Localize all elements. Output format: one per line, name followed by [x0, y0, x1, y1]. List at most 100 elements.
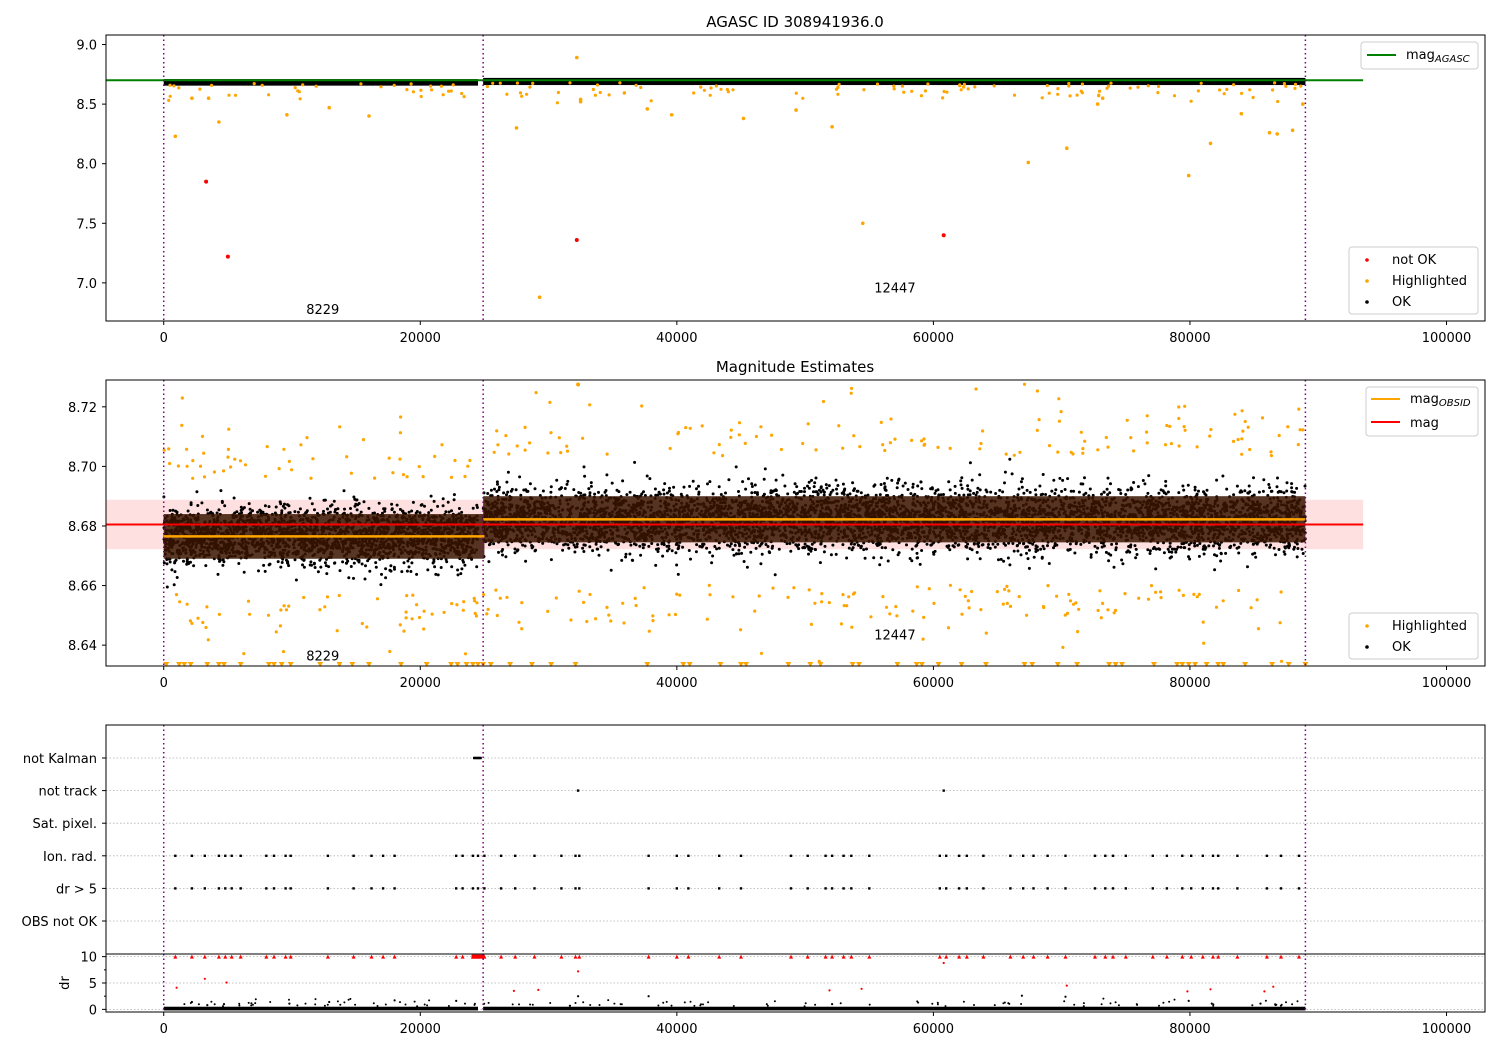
ok-point: [504, 555, 508, 559]
highlighted-point: [714, 84, 718, 88]
highlighted-point: [910, 89, 914, 93]
highlighted-point: [900, 84, 905, 88]
ok-point: [1261, 489, 1265, 493]
ok-point: [262, 563, 266, 567]
legend-agasc-box: [1360, 41, 1479, 70]
ok-point: [322, 509, 325, 513]
ok-point: [1077, 490, 1081, 494]
ok-point: [647, 544, 651, 548]
ok-point: [305, 510, 309, 514]
legend-highlighted-marker: [1365, 279, 1369, 283]
ok-point: [719, 493, 723, 496]
ok-point: [834, 478, 838, 482]
ok-point: [242, 570, 246, 574]
ok-point: [677, 544, 681, 548]
ok-point: [879, 556, 883, 560]
highlighted-point: [177, 86, 181, 90]
x-tick-label: 20000: [400, 331, 441, 346]
ok-point: [192, 564, 196, 568]
ok-point: [405, 569, 409, 573]
highlighted-point: [575, 55, 579, 60]
ok-point: [319, 565, 323, 569]
ok-point: [377, 501, 381, 505]
ok-point: [910, 547, 914, 551]
ok-point: [729, 542, 733, 546]
ok-point: [744, 487, 748, 491]
ok-point: [330, 503, 334, 507]
ok-point: [1110, 542, 1114, 546]
ok-point: [222, 560, 226, 564]
ok-point: [389, 564, 393, 568]
ok-point: [505, 493, 508, 497]
not-ok-point: [225, 254, 230, 259]
ok-point: [175, 576, 179, 579]
ok-point: [342, 489, 346, 493]
highlighted-point: [198, 87, 202, 91]
highlighted-point: [801, 96, 805, 100]
panel-mag-title: Magnitude Estimates: [716, 358, 874, 376]
highlighted-point: [1156, 91, 1160, 95]
ok-point: [960, 476, 964, 480]
ok-point: [526, 489, 530, 493]
ok-point: [896, 553, 900, 557]
ok-point: [452, 493, 456, 497]
ok-point: [287, 504, 291, 508]
ok-point: [471, 506, 475, 510]
ok-point: [667, 544, 671, 548]
ok-point: [847, 546, 851, 550]
highlighted-point: [430, 88, 434, 92]
x-tick-label: 80000: [1169, 331, 1210, 346]
not-ok-point: [941, 233, 946, 238]
ok-point: [196, 504, 200, 507]
ok-point: [1006, 556, 1010, 560]
ok-point: [280, 509, 284, 513]
ok-point: [1217, 546, 1221, 550]
obsid-label: 12447: [874, 282, 915, 297]
ok-point: [968, 461, 972, 465]
ok-point: [878, 563, 882, 567]
ok-point: [352, 561, 356, 565]
ok-point: [819, 542, 823, 546]
ok-point: [434, 572, 438, 576]
highlighted-point: [327, 105, 332, 110]
highlighted-point: [1136, 85, 1140, 89]
ok-point: [819, 485, 823, 489]
ok-point: [1290, 482, 1294, 486]
highlighted-point: [1098, 89, 1102, 93]
ok-point: [426, 568, 430, 572]
ok-point: [237, 562, 241, 565]
highlighted-point: [1056, 92, 1060, 96]
highlighted-point: [568, 81, 572, 85]
ok-point: [708, 550, 712, 554]
ok-point: [1197, 554, 1201, 558]
highlighted-point: [515, 81, 520, 85]
ok-point: [708, 480, 712, 484]
ok-point: [486, 492, 490, 495]
ok-point: [741, 480, 745, 484]
highlighted-point: [518, 91, 523, 95]
ok-point: [373, 511, 376, 515]
ok-point: [675, 563, 679, 567]
ok-point: [688, 484, 692, 488]
highlighted-point: [1301, 102, 1305, 106]
ok-point: [1068, 542, 1072, 546]
highlighted-point: [190, 96, 194, 100]
highlighted-point: [514, 126, 519, 130]
ok-point: [460, 567, 464, 571]
ok-point: [1146, 548, 1150, 552]
highlighted-point: [1156, 84, 1161, 88]
ok-point: [316, 570, 320, 574]
ok-point: [359, 510, 363, 514]
highlighted-point: [708, 93, 712, 97]
ok-point: [200, 501, 204, 505]
ok-point: [283, 506, 287, 510]
ok-point: [1022, 491, 1026, 495]
ok-point: [384, 576, 388, 580]
legend-agasc-label: magAGASC: [1406, 48, 1470, 65]
ok-point: [285, 558, 288, 562]
highlighted-point: [593, 93, 598, 97]
highlighted-point: [314, 84, 318, 88]
ok-point: [948, 488, 952, 492]
panel-agasc-axes: 0 20000 40000 60000 80000 1000007.07.58.08.59…: [76, 39, 1471, 346]
